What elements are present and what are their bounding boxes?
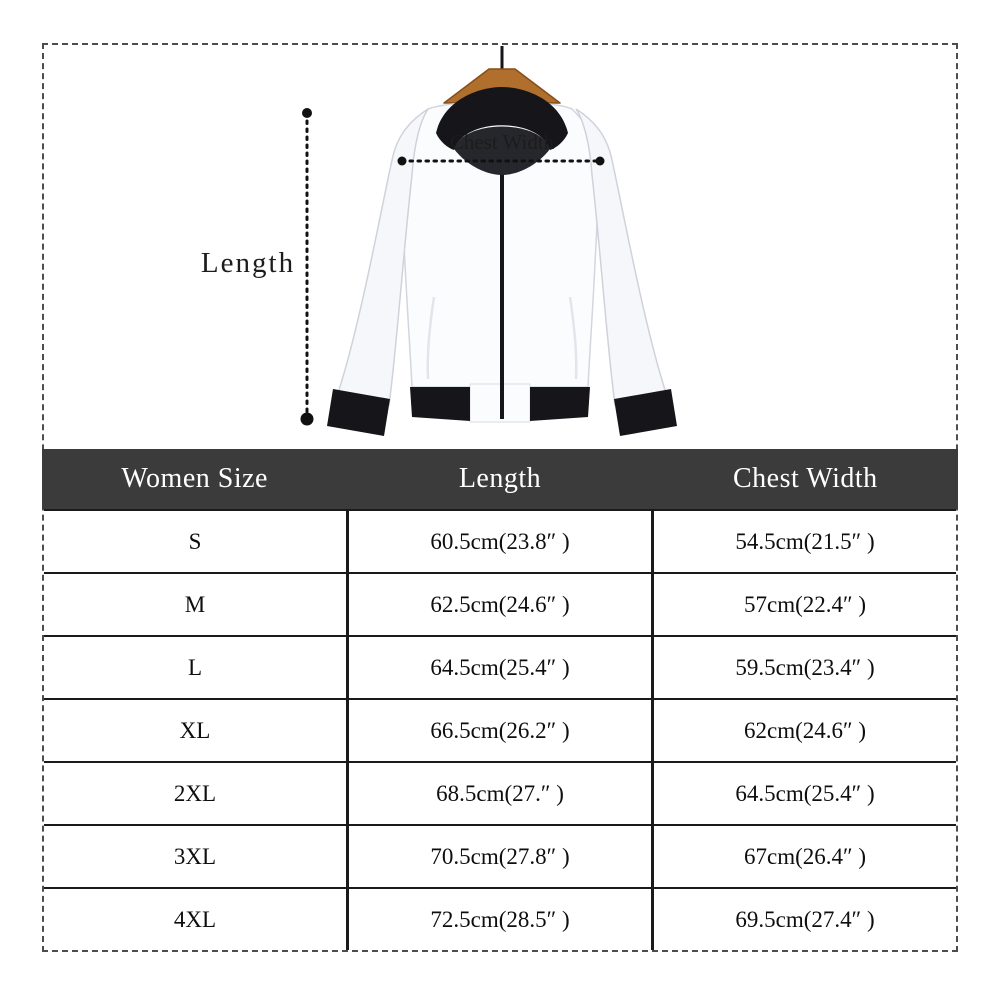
jacket-graphic: [300, 46, 677, 436]
table-row: M 62.5cm(24.6″ ) 57cm(22.4″ ): [44, 572, 956, 635]
chest-cell: 54.5cm(21.5″ ): [735, 528, 875, 554]
length-cell: 66.5cm(26.2″ ): [349, 700, 654, 761]
chest-cell: 62cm(24.6″ ): [744, 717, 866, 743]
length-label: Length: [200, 247, 296, 279]
size-cell: L: [44, 637, 349, 698]
jacket-hem-right: [530, 387, 590, 421]
length-measure-line: [300, 108, 314, 426]
jacket-zipper: [500, 137, 504, 419]
jacket-neck-lining: [454, 126, 550, 175]
jacket-collar: [436, 87, 568, 150]
length-cell: 64.5cm(25.4″ ): [349, 637, 654, 698]
table-row: 2XL 68.5cm(27.″ ) 64.5cm(25.4″ ): [44, 761, 956, 824]
length-cell: 62.5cm(24.6″ ): [349, 574, 654, 635]
table-row: S 60.5cm(23.8″ ) 54.5cm(21.5″ ): [44, 509, 956, 572]
length-cell: 70.5cm(27.8″ ): [349, 826, 654, 887]
size-cell: 3XL: [44, 826, 349, 887]
length-cell: 68.5cm(27.″ ): [349, 763, 654, 824]
size-cell: 2XL: [44, 763, 349, 824]
size-chart-panel: Length Chest Width Women Size Length Che…: [42, 43, 958, 952]
table-header-chest: Chest Width: [733, 463, 878, 494]
table-row: L 64.5cm(25.4″ ) 59.5cm(23.4″ ): [44, 635, 956, 698]
size-cell: M: [44, 574, 349, 635]
table-header-size: Women Size: [121, 463, 268, 494]
chest-measure-line: [397, 156, 605, 166]
jacket-right-pocket: [568, 296, 578, 380]
table-row: 4XL 72.5cm(28.5″ ) 69.5cm(27.4″ ): [44, 887, 956, 950]
size-cell: 4XL: [44, 889, 349, 950]
chest-cell: 57cm(22.4″ ): [744, 591, 866, 617]
chest-cell: 67cm(26.4″ ): [744, 843, 866, 869]
jacket-left-cuff: [327, 389, 390, 436]
chest-cell: 64.5cm(25.4″ ): [735, 780, 875, 806]
chest-cell: 69.5cm(27.4″ ): [735, 906, 875, 932]
jacket-left-pocket: [426, 296, 436, 380]
size-cell: S: [44, 511, 349, 572]
size-cell: XL: [44, 700, 349, 761]
table-row: 3XL 70.5cm(27.8″ ) 67cm(26.4″ ): [44, 824, 956, 887]
chest-cell: 59.5cm(23.4″ ): [735, 654, 875, 680]
table-header-length: Length: [458, 463, 542, 494]
table-header-row: Women Size Length Chest Width: [42, 449, 958, 509]
jacket-right-cuff: [614, 389, 677, 436]
table-row: XL 66.5cm(26.2″ ) 62cm(24.6″ ): [44, 698, 956, 761]
size-table: Women Size Length Chest Width S 60.5cm(2…: [42, 449, 958, 950]
jacket-hem-left: [410, 387, 470, 421]
chest-width-label: Chest Width: [449, 130, 555, 154]
length-cell: 60.5cm(23.8″ ): [349, 511, 654, 572]
jacket-diagram: Length Chest Width: [44, 45, 956, 449]
length-cell: 72.5cm(28.5″ ): [349, 889, 654, 950]
